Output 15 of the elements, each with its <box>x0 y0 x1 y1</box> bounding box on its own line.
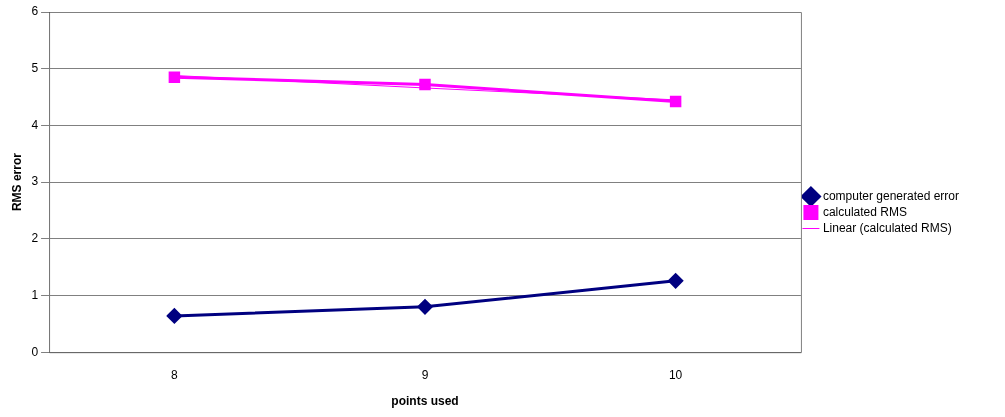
legend-label: calculated RMS <box>822 204 907 219</box>
x-axis-title: points used <box>391 394 459 409</box>
y-tick-label: 0 <box>31 344 39 359</box>
y-tick-label: 3 <box>31 174 39 189</box>
y-tick-label: 1 <box>31 287 39 302</box>
y-tick-label: 2 <box>31 231 39 246</box>
y-tick-label: 4 <box>31 117 39 132</box>
x-tick-label: 10 <box>668 367 683 382</box>
y-tick-label: 6 <box>31 4 39 19</box>
x-tick-label: 8 <box>171 367 179 382</box>
y-tick-label: 5 <box>31 61 39 76</box>
legend-label: computer generated error <box>822 188 960 203</box>
y-axis-title: RMS error <box>9 152 24 212</box>
legend-label: Linear (calculated RMS) <box>822 220 952 235</box>
x-tick-label: 9 <box>421 367 429 382</box>
